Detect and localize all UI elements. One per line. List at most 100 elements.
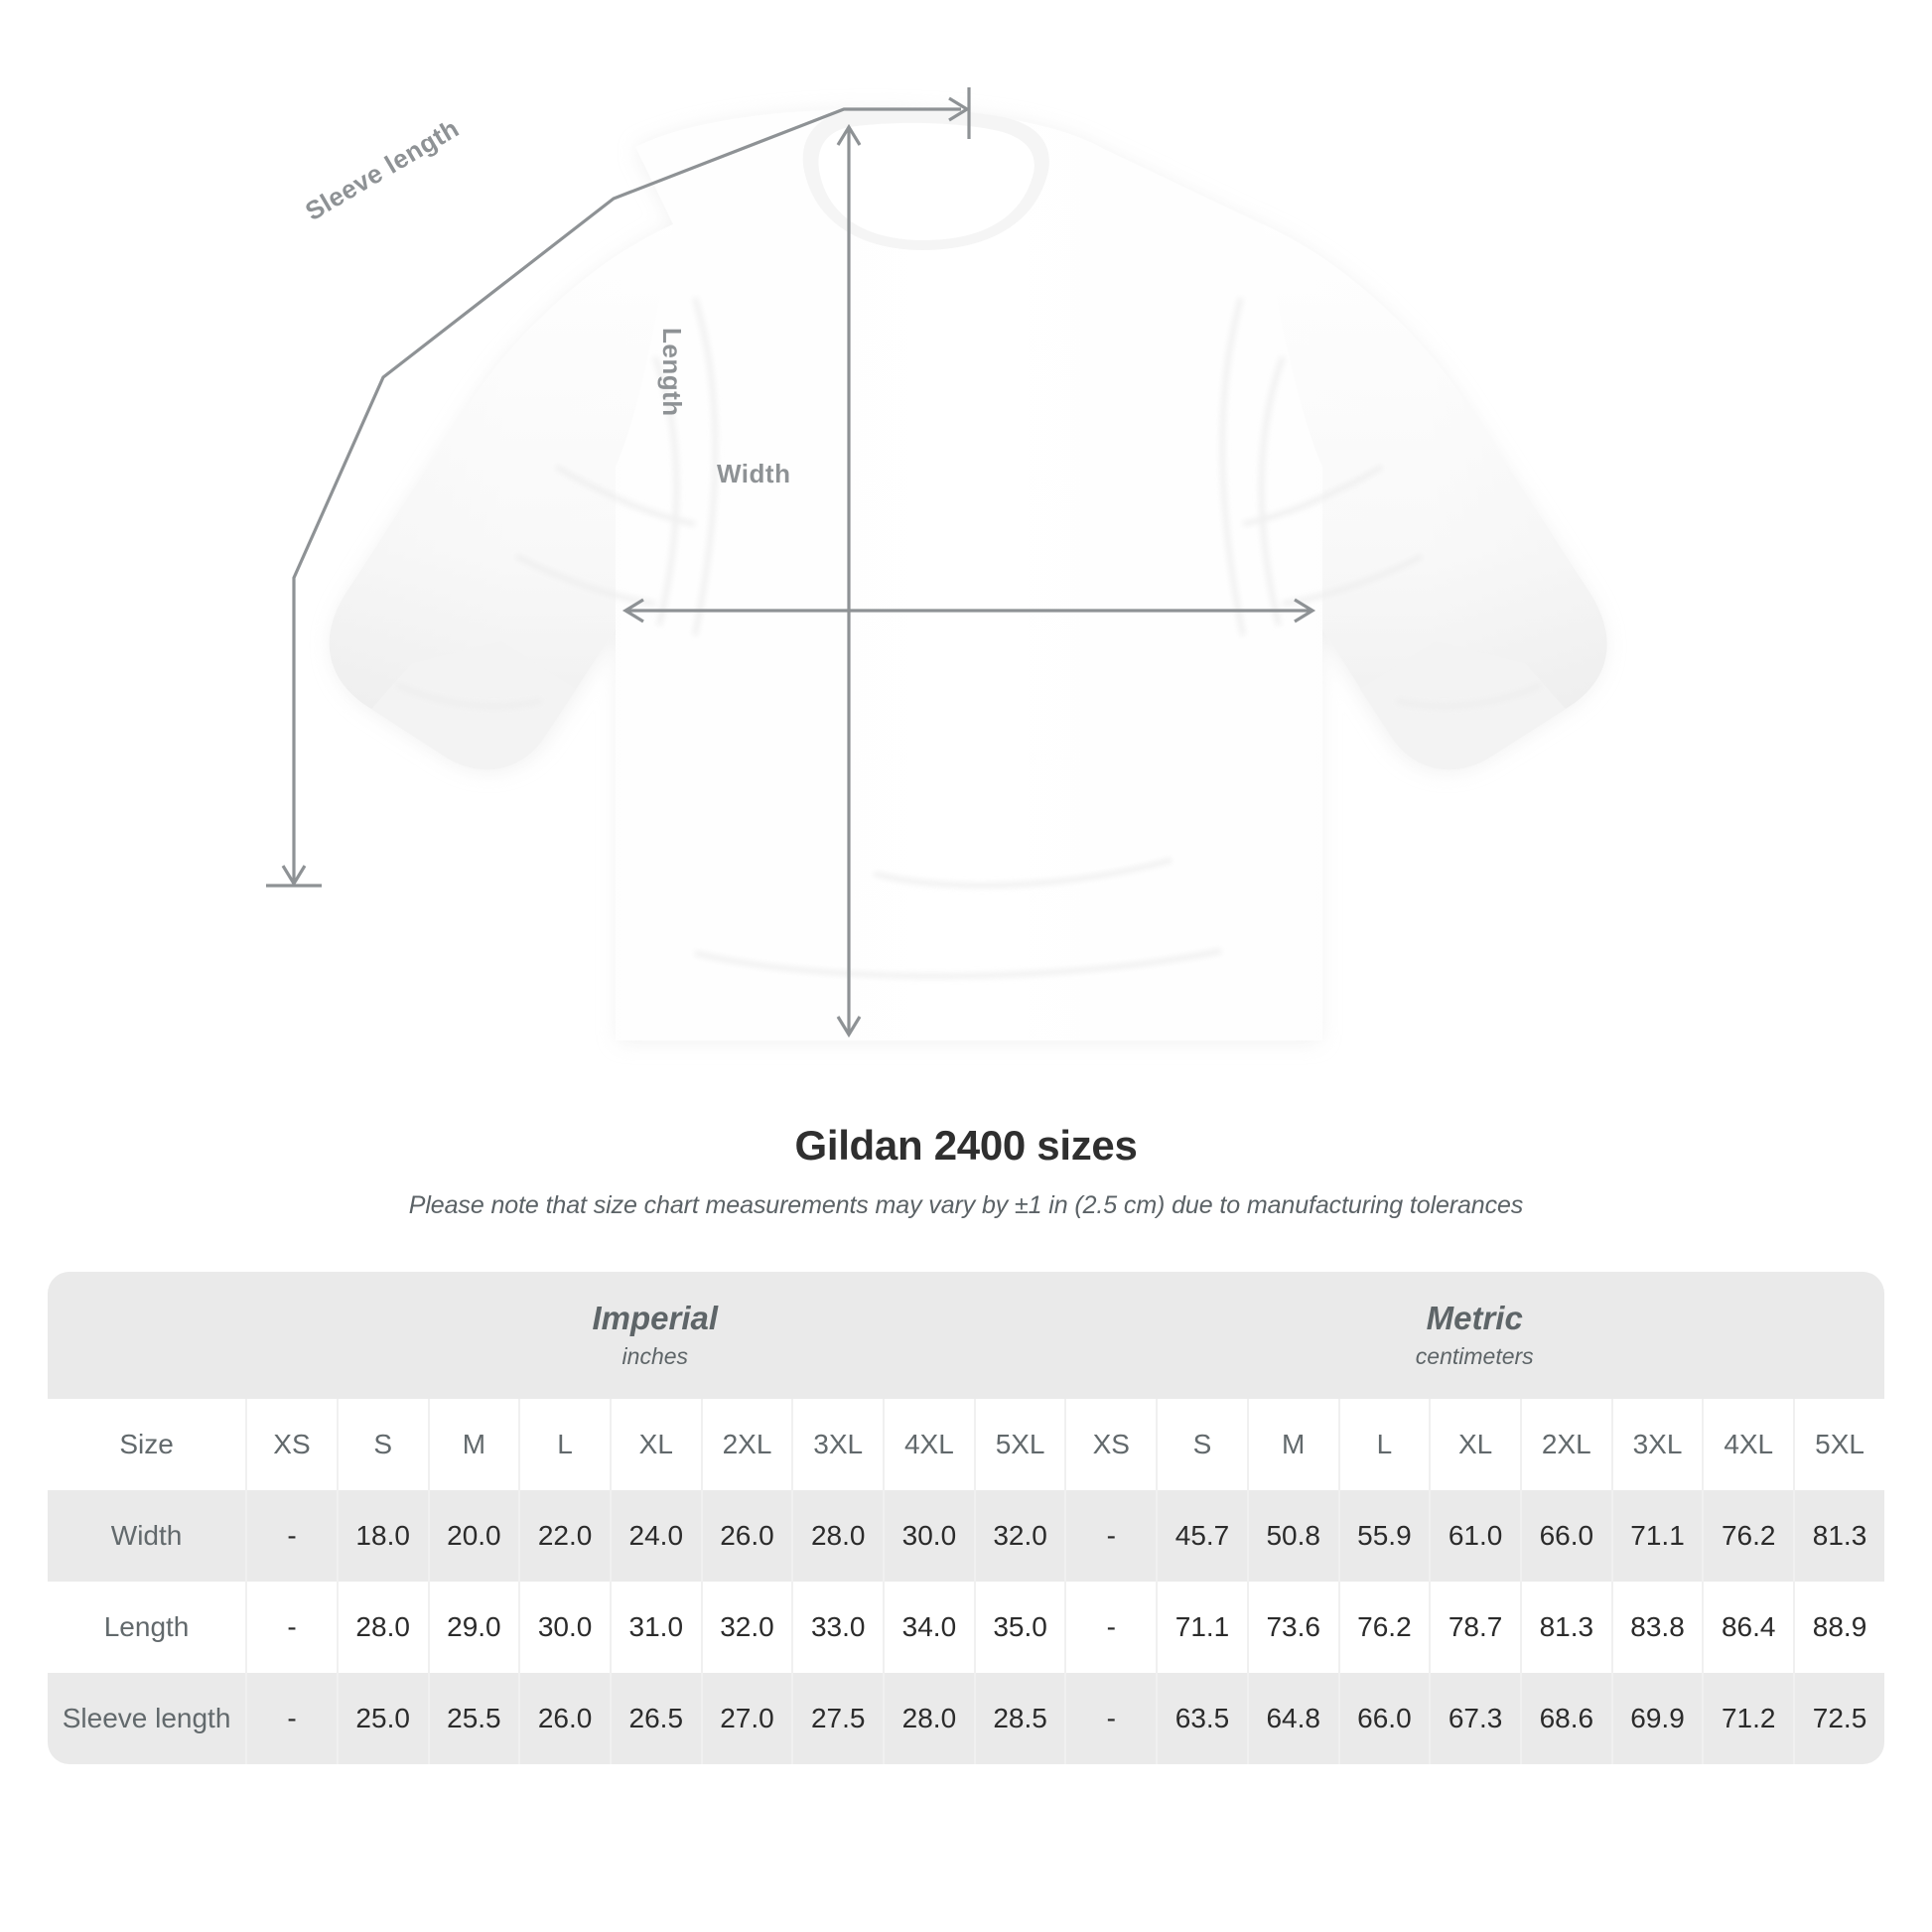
size-header-row: Size XS S M L XL 2XL 3XL 4XL 5XL XS S M L XL 2XL 3XL 4XL 5… xyxy=(48,1399,1884,1490)
sleeve-length-guide-line xyxy=(292,107,961,884)
cell-metric: - xyxy=(1064,1490,1157,1582)
cell-metric: - xyxy=(1064,1582,1157,1673)
unit-header-metric: Metric centimeters xyxy=(1064,1272,1884,1399)
cell-imperial: 27.0 xyxy=(700,1673,792,1764)
cell-metric: 71.1 xyxy=(1156,1582,1247,1673)
measurement-lines xyxy=(266,87,1316,1038)
sleeve-guide-arrowhead-right xyxy=(948,96,971,122)
cell-imperial: 30.0 xyxy=(883,1490,974,1582)
cell-metric: 55.9 xyxy=(1337,1490,1430,1582)
cell-imperial: 28.0 xyxy=(791,1490,884,1582)
cell-metric: 66.0 xyxy=(1519,1490,1611,1582)
collar xyxy=(802,108,1049,250)
cell-metric: 67.3 xyxy=(1429,1673,1520,1764)
cell-imperial: - xyxy=(245,1582,337,1673)
size-header-imperial: M xyxy=(427,1399,519,1490)
long-sleeve-shirt-graphic xyxy=(266,87,1607,1042)
table-row: Width -18.0 20.0 22.0 24.0 26.0 28.0 30.0 32.0-4… xyxy=(48,1490,1884,1582)
cell-imperial: 25.5 xyxy=(427,1673,519,1764)
unit-banner-row: Imperial inches Metric centimeters xyxy=(48,1272,1884,1399)
right-sleeve-shading xyxy=(1263,224,1607,770)
cell-metric: 86.4 xyxy=(1702,1582,1794,1673)
cell-metric: 76.2 xyxy=(1702,1490,1794,1582)
size-header-metric: 2XL xyxy=(1519,1399,1611,1490)
unit-banner-corner xyxy=(48,1272,246,1399)
cell-imperial: 25.0 xyxy=(336,1673,428,1764)
length-arrowhead-bottom xyxy=(836,1016,862,1038)
page-title: Gildan 2400 sizes xyxy=(794,1122,1138,1169)
cell-imperial: - xyxy=(245,1490,337,1582)
cell-metric: 68.6 xyxy=(1519,1673,1611,1764)
cell-imperial: 32.0 xyxy=(973,1490,1065,1582)
cell-imperial: 26.5 xyxy=(609,1673,701,1764)
size-header-imperial: 5XL xyxy=(973,1399,1065,1490)
cell-imperial: 18.0 xyxy=(336,1490,428,1582)
cell-imperial: 20.0 xyxy=(427,1490,519,1582)
size-header-imperial: L xyxy=(518,1399,610,1490)
cell-imperial: 26.0 xyxy=(518,1673,610,1764)
cell-metric: 61.0 xyxy=(1429,1490,1520,1582)
width-arrowhead-left xyxy=(621,598,644,623)
cell-imperial: 34.0 xyxy=(883,1582,974,1673)
size-header-metric: XS xyxy=(1064,1399,1157,1490)
cell-imperial: 31.0 xyxy=(609,1582,701,1673)
size-header-imperial: XL xyxy=(609,1399,701,1490)
width-label: Width xyxy=(717,459,791,488)
row-header-1: Length xyxy=(48,1582,246,1673)
cell-metric: 83.8 xyxy=(1610,1582,1703,1673)
size-header-imperial: 4XL xyxy=(883,1399,974,1490)
table-row: Sleeve length -25.0 25.5 26.0 26.5 27.0 27.5 28… xyxy=(48,1673,1884,1764)
cell-imperial: 26.0 xyxy=(700,1490,792,1582)
size-header-metric: 5XL xyxy=(1793,1399,1884,1490)
cell-imperial: 28.5 xyxy=(973,1673,1065,1764)
cell-imperial: 35.0 xyxy=(973,1582,1065,1673)
row-header-0: Width xyxy=(48,1490,246,1582)
cell-metric: 81.3 xyxy=(1519,1582,1611,1673)
size-header-imperial: 3XL xyxy=(791,1399,884,1490)
size-header-metric: S xyxy=(1156,1399,1247,1490)
fabric-folds xyxy=(395,297,1543,979)
size-header-metric: M xyxy=(1246,1399,1338,1490)
cell-imperial: - xyxy=(245,1673,337,1764)
title-block: Gildan 2400 sizes Please note that size … xyxy=(0,1122,1932,1220)
size-chart-table: Imperial inches Metric centimeters Size XS S M L… xyxy=(48,1272,1884,1764)
size-chart-container: Imperial inches Metric centimeters Size XS S M L… xyxy=(48,1272,1884,1764)
cell-metric: 64.8 xyxy=(1246,1673,1338,1764)
page-subtitle: Please note that size chart measurements… xyxy=(408,1191,1524,1219)
size-header-metric: 4XL xyxy=(1702,1399,1794,1490)
size-header-imperial: XS xyxy=(245,1399,337,1490)
sleeve-guide-arrowhead-down xyxy=(281,865,307,888)
cell-metric: 81.3 xyxy=(1793,1490,1884,1582)
unit-sub-imperial: inches xyxy=(621,1342,689,1369)
cell-metric: 50.8 xyxy=(1246,1490,1338,1582)
size-header-imperial: 2XL xyxy=(700,1399,792,1490)
cell-imperial: 27.5 xyxy=(791,1673,884,1764)
unit-name-imperial: Imperial xyxy=(592,1299,719,1336)
unit-name-metric: Metric xyxy=(1426,1299,1523,1336)
cell-metric: 45.7 xyxy=(1156,1490,1247,1582)
cell-imperial: 28.0 xyxy=(883,1673,974,1764)
width-arrowhead-right xyxy=(1294,598,1316,623)
cell-metric: 71.2 xyxy=(1702,1673,1794,1764)
cell-imperial: 28.0 xyxy=(336,1582,428,1673)
cell-imperial: 24.0 xyxy=(609,1490,701,1582)
cell-metric: 76.2 xyxy=(1337,1582,1430,1673)
cell-imperial: 32.0 xyxy=(700,1582,792,1673)
cell-metric: 71.1 xyxy=(1610,1490,1703,1582)
row-header-2: Sleeve length xyxy=(48,1673,246,1764)
length-arrowhead-top xyxy=(836,123,862,146)
table-row: Length -28.0 29.0 30.0 31.0 32.0 33.0 34.0 35.0-… xyxy=(48,1582,1884,1673)
left-sleeve-shading xyxy=(329,224,673,770)
size-header-metric: 3XL xyxy=(1610,1399,1703,1490)
unit-header-imperial: Imperial inches xyxy=(245,1272,1065,1399)
cell-imperial: 22.0 xyxy=(518,1490,610,1582)
length-label: Length xyxy=(657,328,687,417)
cell-metric: 73.6 xyxy=(1246,1582,1338,1673)
cell-metric: - xyxy=(1064,1673,1157,1764)
cell-metric: 78.7 xyxy=(1429,1582,1520,1673)
size-header-metric: XL xyxy=(1429,1399,1520,1490)
cell-metric: 66.0 xyxy=(1337,1673,1430,1764)
cell-metric: 69.9 xyxy=(1610,1673,1703,1764)
unit-sub-metric: centimeters xyxy=(1415,1342,1534,1369)
size-header-imperial: S xyxy=(336,1399,428,1490)
